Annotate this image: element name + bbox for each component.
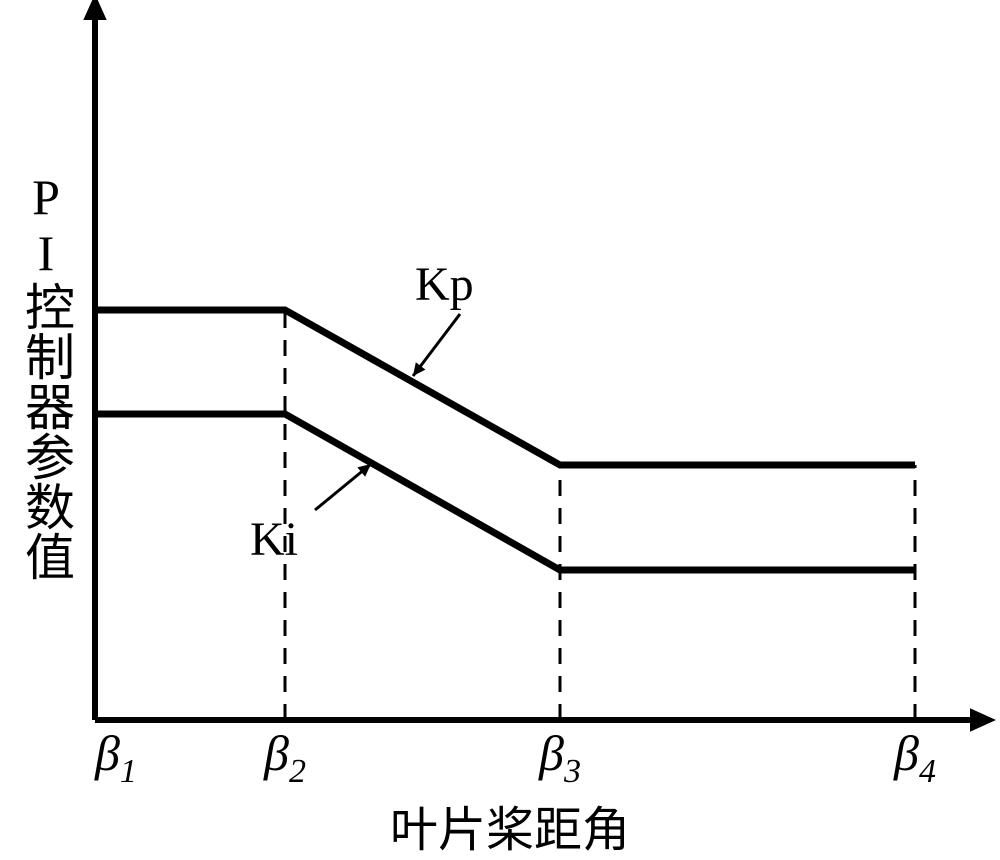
series-label-ki: Ki <box>250 513 298 566</box>
chart-background <box>0 0 1000 843</box>
y-axis-label: PI控制器参数值 <box>10 95 82 655</box>
chart-svg: KpKiβ1β2β3β4 <box>0 0 1000 843</box>
series-label-kp: Kp <box>415 258 474 311</box>
chart-container: KpKiβ1β2β3β4 PI控制器参数值 叶片桨距角 <box>0 0 1000 843</box>
x-axis-label: 叶片桨距角 <box>350 790 670 860</box>
